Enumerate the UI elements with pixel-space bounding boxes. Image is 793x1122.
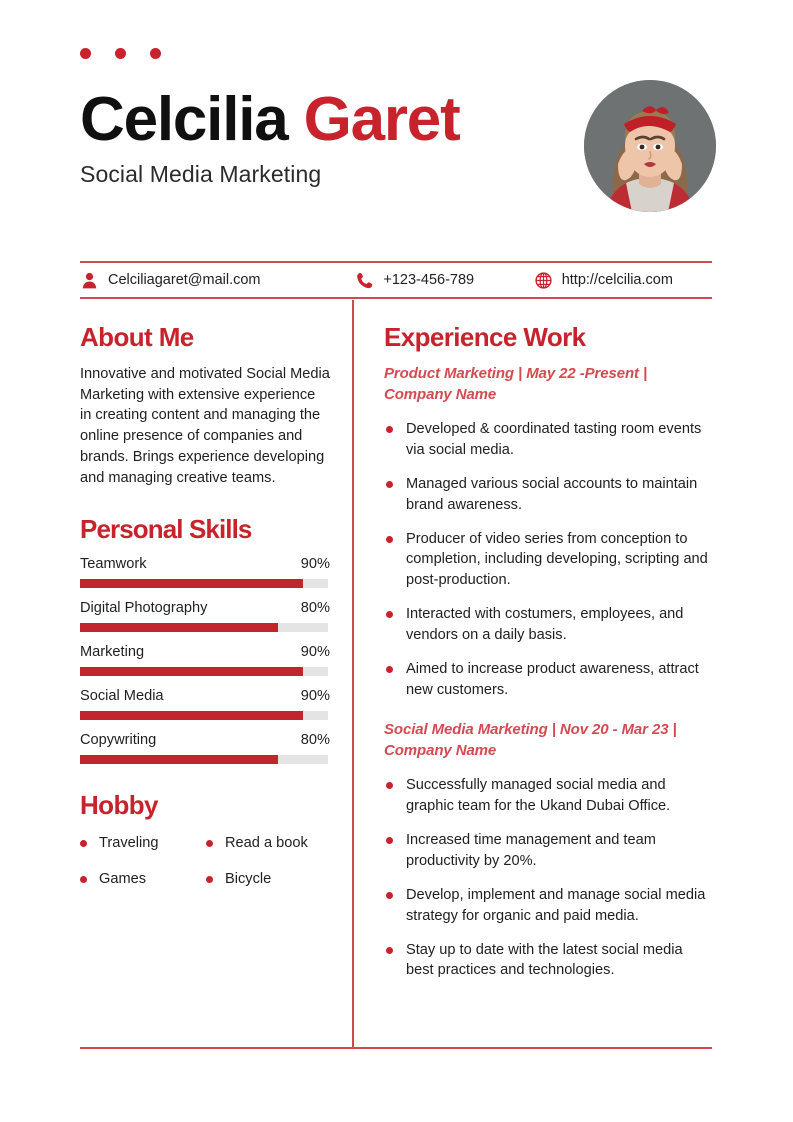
bullet-icon [80, 839, 87, 847]
contact-website[interactable]: http://celcilia.com [534, 271, 712, 290]
experience-duty-list: Developed & coordinated tasting room eve… [384, 419, 714, 700]
skill-progress-fill [80, 579, 304, 589]
dot-icon [150, 48, 161, 59]
hobby-section: Hobby Traveling Read a book Games Bicycl… [80, 790, 330, 887]
skill-progress-track [80, 623, 328, 633]
hobby-item: Games [80, 871, 206, 887]
experience-duty: Developed & coordinated tasting room eve… [384, 419, 714, 460]
skill-progress-track [80, 579, 328, 589]
experience-duty: Stay up to date with the latest social m… [384, 940, 714, 981]
bullet-icon [80, 875, 87, 883]
skill-row: Teamwork 90% [80, 556, 330, 589]
portrait-photo-icon [584, 80, 716, 212]
skill-row: Digital Photography 80% [80, 600, 330, 633]
first-name: Celcilia [80, 85, 289, 154]
person-icon [82, 272, 97, 288]
divider-top [80, 261, 712, 263]
about-section: About Me Innovative and motivated Social… [80, 322, 330, 488]
skill-percent: 80% [300, 732, 330, 749]
column-divider [352, 300, 354, 1048]
page-title: Celcilia Garet [80, 88, 720, 151]
hobby-label: Read a book [225, 835, 308, 852]
experience-duty: Producer of video series from conception… [384, 529, 714, 590]
skill-row: Marketing 90% [80, 644, 330, 677]
phone-icon [357, 272, 373, 288]
hobby-item: Read a book [206, 835, 332, 851]
dot-icon [115, 48, 126, 59]
skill-percent: 90% [300, 644, 330, 661]
header: Celcilia Garet Social Media Marketing [80, 88, 720, 218]
skill-row: Copywriting 80% [80, 732, 330, 765]
contact-phone[interactable]: +123-456-789 [355, 271, 533, 290]
hobby-item: Bicycle [206, 871, 332, 887]
contact-website-text: http://celcilia.com [561, 272, 673, 288]
experience-duty: Interacted with costumers, employees, an… [384, 604, 714, 645]
dot-icon [80, 48, 91, 59]
job-role-subtitle: Social Media Marketing [80, 161, 322, 188]
last-name: Garet [303, 85, 461, 154]
experience-entry: Product Marketing | May 22 -Present | Co… [384, 364, 714, 700]
skill-progress-fill [80, 623, 279, 633]
about-heading: About Me [80, 322, 194, 352]
experience-duty: Aimed to increase product awareness, att… [384, 659, 714, 700]
skills-heading: Personal Skills [80, 514, 252, 545]
globe-icon [535, 271, 552, 289]
experience-entry: Social Media Marketing | Nov 20 - Mar 23… [384, 720, 714, 981]
skill-label: Teamwork [80, 556, 147, 573]
decorative-dots [80, 48, 161, 59]
hobby-label: Traveling [99, 835, 159, 852]
experience-duty: Successfully managed social media and gr… [384, 775, 714, 816]
contact-email[interactable]: Celciliagaret@mail.com [80, 271, 355, 290]
right-column: Experience Work Product Marketing | May … [384, 322, 714, 1001]
experience-title: Product Marketing | May 22 -Present | Co… [384, 365, 648, 403]
skill-label: Social Media [80, 688, 164, 705]
skill-progress-fill [80, 667, 304, 677]
skill-row: Social Media 90% [80, 688, 330, 721]
skill-progress-fill [80, 711, 304, 721]
bullet-icon [206, 875, 213, 883]
bullet-icon [206, 839, 213, 847]
experience-title: Social Media Marketing | Nov 20 - Mar 23… [384, 721, 677, 759]
hobby-item: Traveling [80, 835, 206, 851]
left-column: About Me Innovative and motivated Social… [80, 322, 330, 887]
contact-phone-text: +123-456-789 [383, 272, 475, 288]
experience-duty: Managed various social accounts to maint… [384, 474, 714, 515]
avatar [584, 80, 716, 212]
hobby-label: Bicycle [225, 871, 272, 888]
about-text: Innovative and motivated Social Media Ma… [80, 366, 330, 486]
skills-section: Personal Skills Teamwork 90% Digital Pho… [80, 514, 330, 765]
experience-duty: Develop, implement and manage social med… [384, 885, 714, 926]
contact-bar: Celciliagaret@mail.com +123-456-789 http… [80, 264, 712, 296]
skill-percent: 90% [300, 688, 330, 705]
skill-label: Copywriting [80, 732, 157, 749]
divider-footer [80, 1047, 712, 1049]
experience-heading: Experience Work [384, 322, 586, 352]
skill-progress-track [80, 667, 328, 677]
skill-label: Digital Photography [80, 600, 208, 617]
divider-bottom [80, 297, 712, 299]
hobby-label: Games [99, 871, 147, 888]
skill-percent: 80% [300, 600, 330, 617]
skill-label: Marketing [80, 644, 145, 661]
contact-email-text: Celciliagaret@mail.com [108, 272, 261, 288]
experience-duty-list: Successfully managed social media and gr… [384, 775, 714, 980]
skill-progress-track [80, 755, 328, 765]
skill-progress-fill [80, 755, 279, 765]
skill-percent: 90% [300, 556, 330, 573]
skill-progress-track [80, 711, 328, 721]
hobby-heading: Hobby [80, 790, 158, 821]
experience-duty: Increased time management and team produ… [384, 830, 714, 871]
